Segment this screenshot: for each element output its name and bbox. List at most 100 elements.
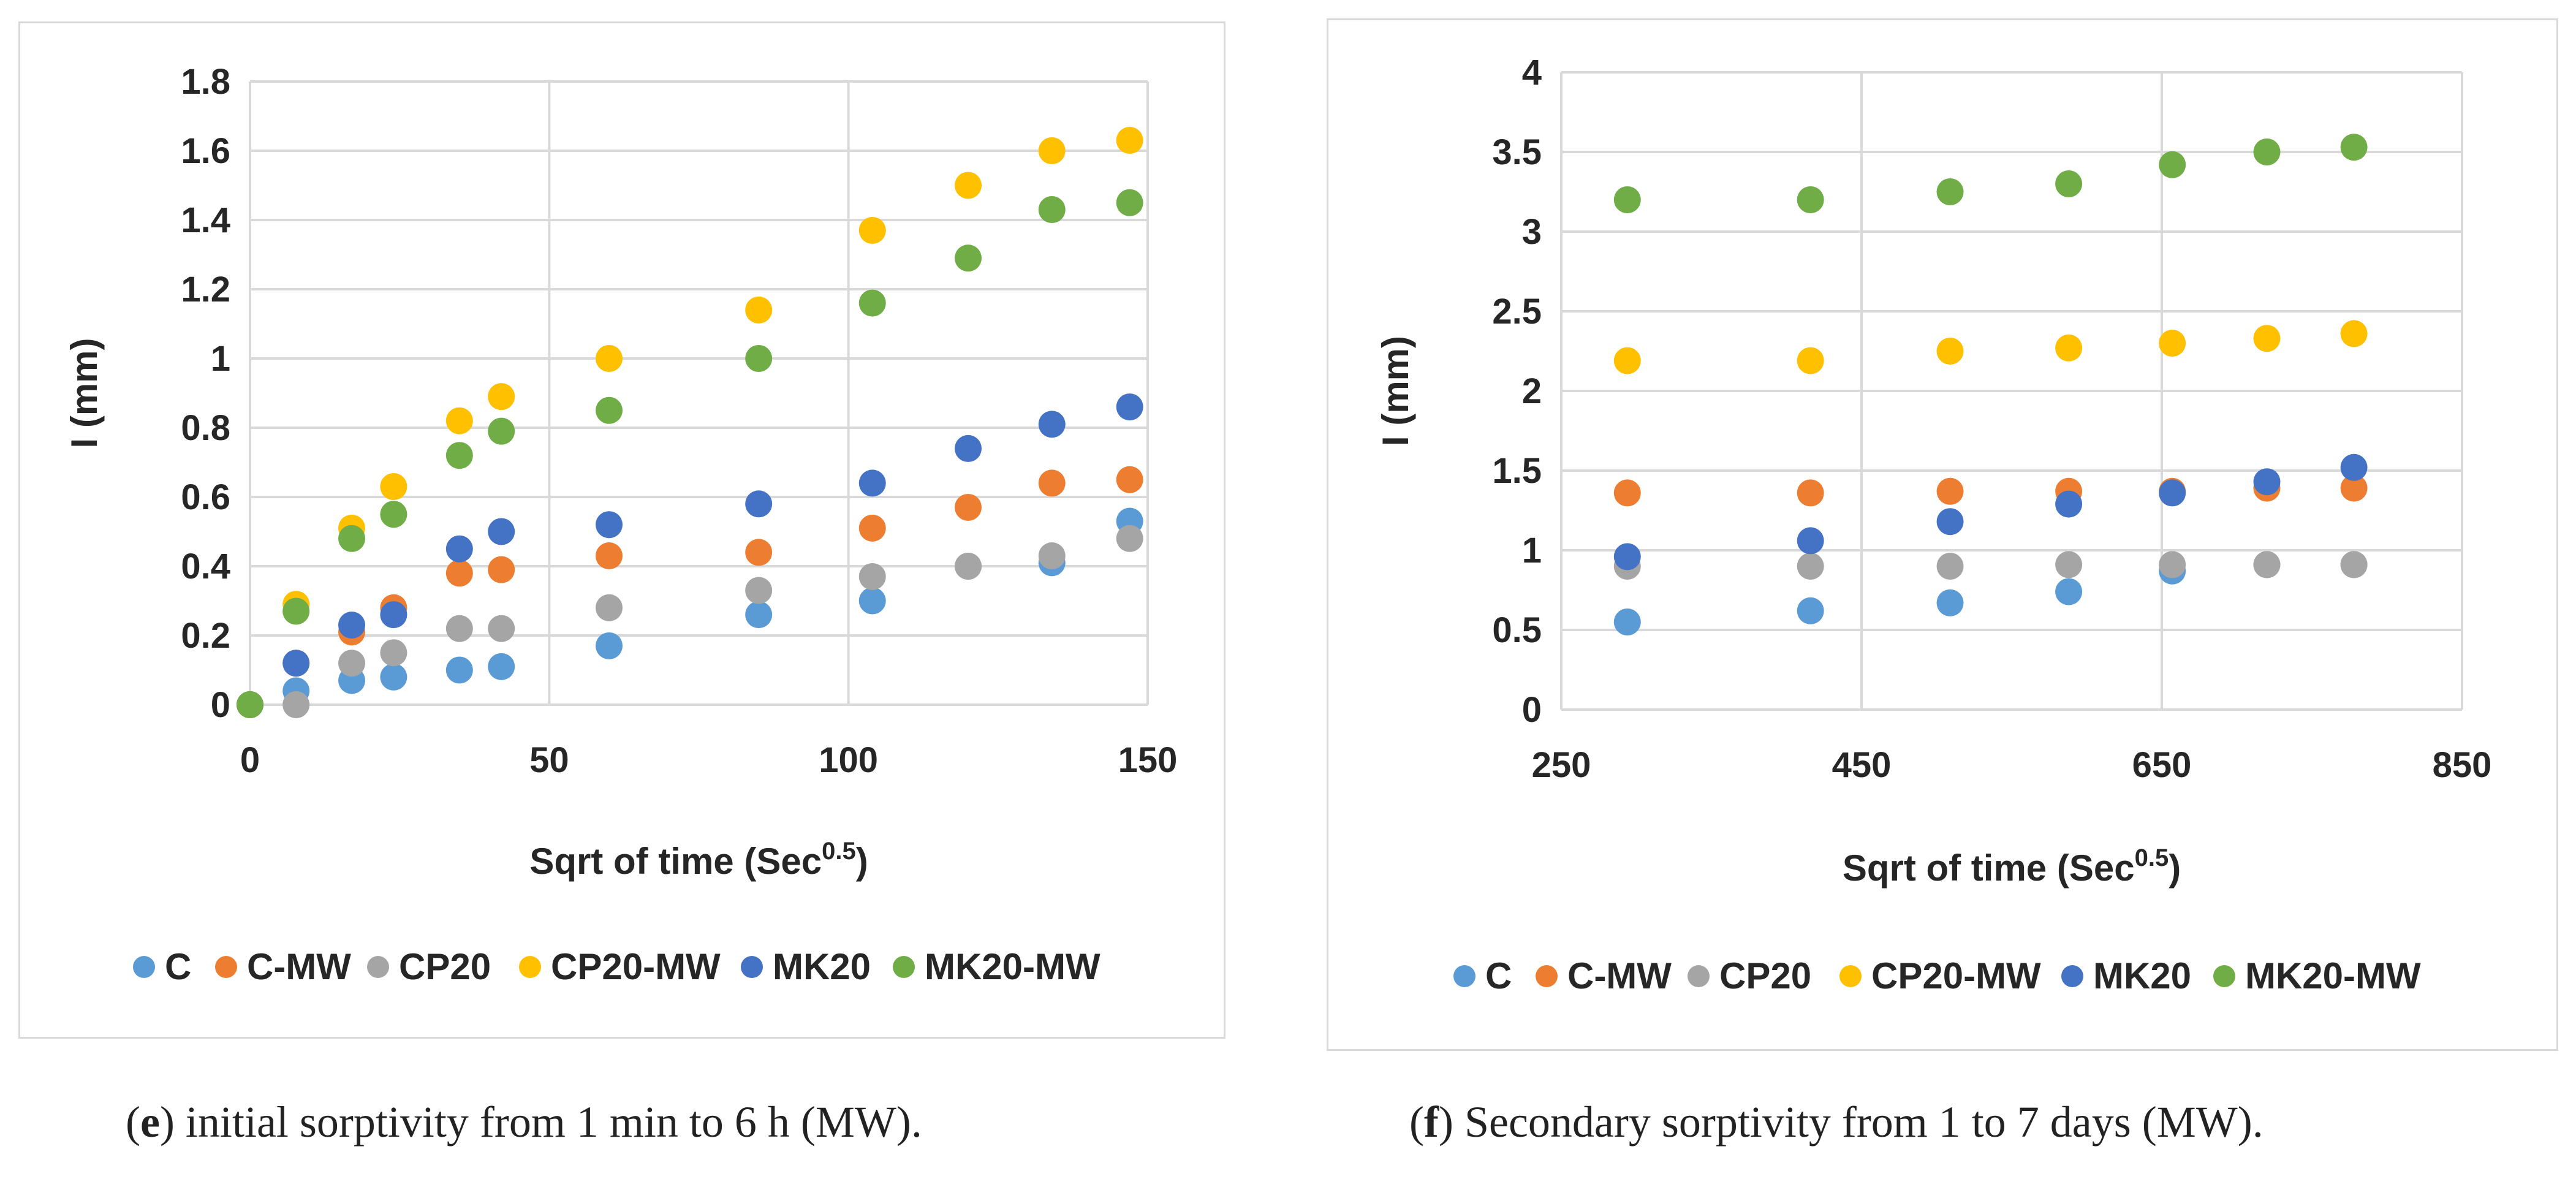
chart-e-point-mk20-mw bbox=[745, 345, 773, 372]
chart-panel-e: 0 0.2 0.4 0.6 0.8 1 1.2 1.4 1.6 1.8 0 50 100 150 I (mm… bbox=[18, 21, 1225, 1039]
chart-f-y-tick-label: 3.5 bbox=[1492, 132, 1542, 172]
chart-f-point-cp20-mw bbox=[2253, 325, 2281, 352]
chart-f-y-tick-label: 0 bbox=[1522, 690, 1542, 730]
chart-e-y-tick-label: 0 bbox=[211, 685, 230, 725]
chart-f-x-tick-label: 450 bbox=[1832, 745, 1892, 785]
chart-f-point-c bbox=[1797, 597, 1824, 624]
chart-f-point-cp20 bbox=[2253, 551, 2281, 578]
chart-e-point-mk20 bbox=[488, 518, 515, 545]
chart-e-y-tick-label: 1.2 bbox=[181, 270, 230, 309]
chart-f-legend-label-mk20-mw: MK20-MW bbox=[2245, 955, 2421, 996]
chart-e-y-axis-title: I (mm) bbox=[64, 338, 105, 449]
chart-e-point-c bbox=[745, 601, 773, 629]
chart-e-point-c-mw bbox=[858, 514, 886, 542]
chart-e-x-tick-label: 0 bbox=[240, 740, 260, 780]
chart-f-svg: 0 0.5 1 1.5 2 2.5 3 3.5 4 250 450 650 850 I (mm) Sqrt … bbox=[1375, 53, 2492, 996]
chart-e-point-c-mw bbox=[445, 559, 473, 587]
chart-e-y-tick-label: 1 bbox=[211, 339, 230, 379]
chart-e-point-c bbox=[445, 656, 473, 684]
chart-e-point-c-mw bbox=[1038, 469, 1066, 497]
chart-f-point-c-mw bbox=[1936, 477, 1964, 505]
chart-e-x-axis-title: Sqrt of time (Sec0.5) bbox=[529, 838, 868, 882]
chart-f-x-tick-label: 650 bbox=[2132, 745, 2192, 785]
chart-e-legend-label-cp20-mw: CP20-MW bbox=[551, 946, 721, 987]
chart-f-legend-label-cp20-mw: CP20-MW bbox=[1871, 955, 2041, 996]
chart-f-point-c-mw bbox=[1613, 479, 1641, 507]
chart-e-point-cp20-mw bbox=[445, 407, 473, 434]
chart-f-point-cp20-mw bbox=[2159, 330, 2186, 357]
chart-f-point-c bbox=[1613, 608, 1641, 635]
caption-e-letter: e bbox=[140, 1097, 160, 1147]
chart-f-point-cp20-mw bbox=[1613, 347, 1641, 374]
chart-e-point-cp20-mw bbox=[488, 383, 515, 411]
chart-e-point-c bbox=[380, 663, 407, 691]
chart-f-y-axis-title: I (mm) bbox=[1375, 336, 1416, 446]
chart-e-legend-label-mk20: MK20 bbox=[773, 946, 871, 987]
chart-e-svg: 0 0.2 0.4 0.6 0.8 1 1.2 1.4 1.6 1.8 0 50 100 150 I (mm… bbox=[64, 62, 1177, 987]
chart-e-point-mk20-mw bbox=[380, 501, 407, 528]
chart-e-point-cp20 bbox=[596, 594, 623, 621]
chart-f-point-mk20 bbox=[1936, 508, 1964, 536]
chart-f-point-cp20-mw bbox=[2055, 334, 2083, 362]
chart-e-legend-marker-c bbox=[133, 956, 155, 978]
chart-f-point-cp20-mw bbox=[1936, 338, 1964, 365]
chart-e-point-cp20-mw bbox=[955, 172, 982, 199]
chart-e-point-mk20-mw bbox=[445, 442, 473, 469]
chart-e-point-c-mw bbox=[596, 542, 623, 570]
chart-e-point-c-mw bbox=[745, 539, 773, 566]
chart-f-legend-label-cp20: CP20 bbox=[1719, 955, 1811, 996]
chart-f-y-tick-label: 3 bbox=[1522, 212, 1542, 252]
chart-f-point-mk20 bbox=[1613, 543, 1641, 571]
chart-f-legend-marker-cp20-mw bbox=[1839, 965, 1862, 987]
chart-e-point-cp20 bbox=[445, 615, 473, 642]
chart-e-point-cp20 bbox=[1116, 525, 1143, 552]
chart-f-point-c bbox=[1936, 589, 1964, 616]
chart-e-legend-marker-mk20-mw bbox=[893, 956, 915, 978]
chart-e-y-tick-label: 0.6 bbox=[181, 477, 230, 517]
chart-e-point-cp20-mw bbox=[745, 296, 773, 324]
chart-f-y-tick-label: 0.5 bbox=[1492, 610, 1542, 650]
chart-e-point-mk20 bbox=[445, 535, 473, 563]
chart-e-point-mk20-mw bbox=[488, 417, 515, 445]
chart-e-point-cp20 bbox=[380, 639, 407, 667]
chart-f-x-tick-label: 250 bbox=[1532, 745, 1591, 785]
chart-e-point-c-mw bbox=[488, 556, 515, 583]
chart-f-point-mk20 bbox=[1797, 527, 1824, 555]
chart-e-point-mk20-mw bbox=[1038, 196, 1066, 224]
chart-f-x-tick-label: 850 bbox=[2433, 745, 2492, 785]
chart-e-point-cp20 bbox=[338, 650, 366, 677]
chart-e-legend-marker-cp20-mw bbox=[519, 956, 541, 978]
chart-f-point-cp20 bbox=[2159, 551, 2186, 578]
chart-f-legend-marker-c bbox=[1453, 965, 1476, 987]
chart-e-legend-marker-c-mw bbox=[215, 956, 237, 978]
chart-e-point-mk20-mw bbox=[858, 289, 886, 317]
chart-f-point-cp20 bbox=[1797, 553, 1824, 580]
caption-f: (f) Secondary sorptivity from 1 to 7 day… bbox=[1409, 1097, 2263, 1147]
chart-e-point-cp20-mw bbox=[596, 345, 623, 372]
chart-f-point-cp20 bbox=[2340, 551, 2368, 578]
chart-f-x-axis-title: Sqrt of time (Sec0.5) bbox=[1843, 844, 2181, 889]
chart-e-point-cp20 bbox=[745, 577, 773, 604]
chart-e-y-tick-label: 1.8 bbox=[181, 62, 230, 102]
chart-e-legend-label-mk20-mw: MK20-MW bbox=[925, 946, 1100, 987]
chart-e-legend-label-cp20: CP20 bbox=[399, 946, 491, 987]
chart-e-point-c-mw bbox=[955, 493, 982, 521]
chart-e-point-mk20 bbox=[1116, 393, 1143, 421]
chart-f-legend-marker-mk20-mw bbox=[2213, 965, 2235, 987]
chart-f-x-axis-title-main: Sqrt of time (Sec bbox=[1843, 847, 2135, 889]
chart-e-point-mk20-mw bbox=[338, 525, 366, 552]
chart-f-point-mk20-mw bbox=[2159, 151, 2186, 178]
chart-e-legend-marker-cp20 bbox=[367, 956, 389, 978]
chart-f-point-cp20-mw bbox=[1797, 347, 1824, 374]
chart-e-point-cp20-mw bbox=[380, 473, 407, 501]
chart-e-point-mk20 bbox=[1038, 411, 1066, 438]
chart-e-legend-label-c-mw: C-MW bbox=[247, 946, 351, 987]
chart-f-point-cp20 bbox=[1936, 553, 1964, 580]
chart-f-point-c-mw bbox=[1797, 479, 1824, 507]
chart-e-point-c bbox=[596, 632, 623, 659]
chart-e-point-mk20 bbox=[596, 511, 623, 539]
chart-f-y-tick-label: 4 bbox=[1522, 53, 1542, 93]
chart-f-y-tick-label: 1.5 bbox=[1492, 451, 1542, 491]
chart-e-point-mk20 bbox=[282, 650, 310, 677]
chart-panel-f: 0 0.5 1 1.5 2 2.5 3 3.5 4 250 450 650 850 I (mm) Sqrt … bbox=[1327, 18, 2558, 1051]
